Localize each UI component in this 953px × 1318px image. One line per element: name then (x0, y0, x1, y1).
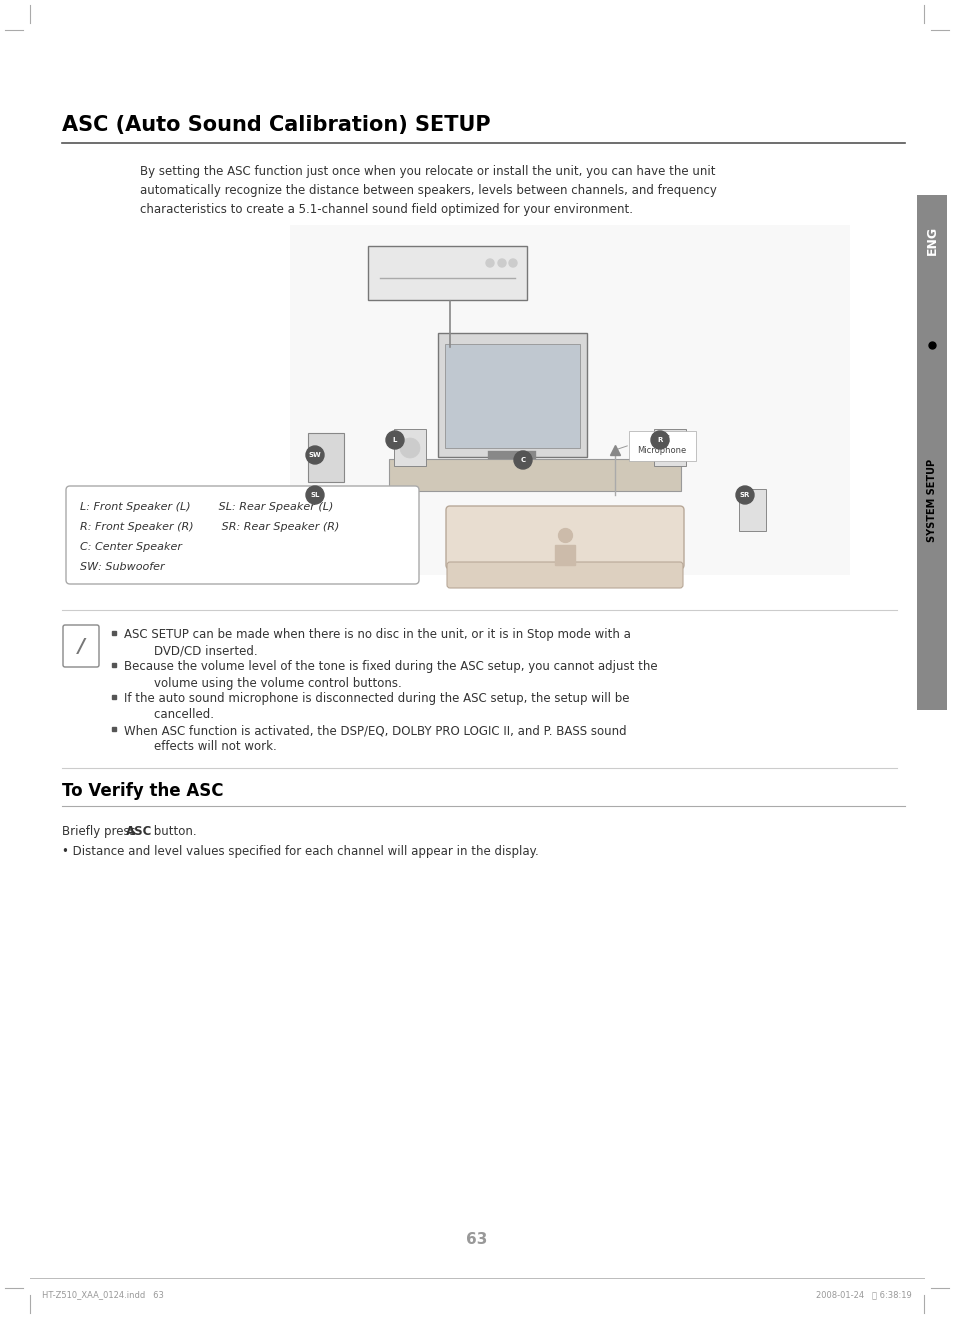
Text: SL: SL (310, 492, 319, 498)
Circle shape (497, 260, 505, 268)
Text: ASC (Auto Sound Calibration) SETUP: ASC (Auto Sound Calibration) SETUP (62, 115, 490, 134)
Text: By setting the ASC function just once when you relocate or install the unit, you: By setting the ASC function just once wh… (140, 165, 716, 216)
Text: 63: 63 (466, 1232, 487, 1248)
FancyBboxPatch shape (368, 246, 526, 301)
FancyBboxPatch shape (309, 489, 335, 531)
Text: SR: SR (739, 492, 749, 498)
Text: C: C (520, 457, 525, 463)
FancyBboxPatch shape (628, 431, 696, 461)
Text: ASC SETUP can be made when there is no disc in the unit, or it is in Stop mode w: ASC SETUP can be made when there is no d… (124, 627, 630, 658)
Circle shape (386, 431, 403, 449)
FancyBboxPatch shape (444, 344, 579, 448)
Text: If the auto sound microphone is disconnected during the ASC setup, the setup wil: If the auto sound microphone is disconne… (124, 692, 629, 721)
Text: SW: SW (309, 452, 321, 457)
FancyBboxPatch shape (739, 489, 765, 531)
Text: L: L (393, 438, 396, 443)
FancyBboxPatch shape (63, 625, 99, 667)
Text: button.: button. (150, 825, 196, 838)
Text: • Distance and level values specified for each channel will appear in the displa: • Distance and level values specified fo… (62, 845, 538, 858)
Circle shape (509, 260, 517, 268)
Circle shape (399, 438, 419, 457)
Circle shape (650, 431, 668, 449)
FancyBboxPatch shape (394, 428, 426, 467)
FancyBboxPatch shape (66, 486, 418, 584)
Text: ENG: ENG (924, 225, 938, 254)
Circle shape (735, 486, 753, 503)
Text: 2008-01-24    6:38:19: 2008-01-24  6:38:19 (816, 1290, 911, 1300)
Text: ASC: ASC (126, 825, 152, 838)
FancyBboxPatch shape (447, 561, 682, 588)
Text: To Verify the ASC: To Verify the ASC (62, 782, 223, 800)
Text: R: Front Speaker (R)        SR: Rear Speaker (R): R: Front Speaker (R) SR: Rear Speaker (R… (80, 522, 339, 532)
Text: R: R (657, 438, 662, 443)
FancyBboxPatch shape (437, 333, 586, 457)
Circle shape (306, 486, 324, 503)
FancyBboxPatch shape (654, 428, 685, 467)
FancyBboxPatch shape (290, 225, 849, 575)
Circle shape (659, 438, 679, 457)
Text: C: Center Speaker: C: Center Speaker (80, 542, 182, 552)
Text: HT-Z510_XAA_0124.indd   63: HT-Z510_XAA_0124.indd 63 (42, 1290, 164, 1300)
Text: Briefly press: Briefly press (62, 825, 139, 838)
Circle shape (514, 451, 532, 469)
Text: SYSTEM SETUP: SYSTEM SETUP (926, 459, 936, 542)
FancyBboxPatch shape (916, 195, 946, 710)
Text: When ASC function is activated, the DSP/EQ, DOLBY PRO LOGIC II, and P. BASS soun: When ASC function is activated, the DSP/… (124, 724, 626, 754)
Text: ASC
Microphone: ASC Microphone (637, 435, 686, 455)
Circle shape (485, 260, 494, 268)
Text: Because the volume level of the tone is fixed during the ASC setup, you cannot a: Because the volume level of the tone is … (124, 660, 657, 689)
Circle shape (306, 445, 324, 464)
FancyBboxPatch shape (308, 434, 344, 482)
Text: SW: Subwoofer: SW: Subwoofer (80, 561, 165, 572)
Text: L: Front Speaker (L)        SL: Rear Speaker (L): L: Front Speaker (L) SL: Rear Speaker (L… (80, 502, 333, 511)
Text: /: / (77, 637, 85, 655)
FancyBboxPatch shape (446, 506, 683, 569)
FancyBboxPatch shape (389, 459, 680, 492)
